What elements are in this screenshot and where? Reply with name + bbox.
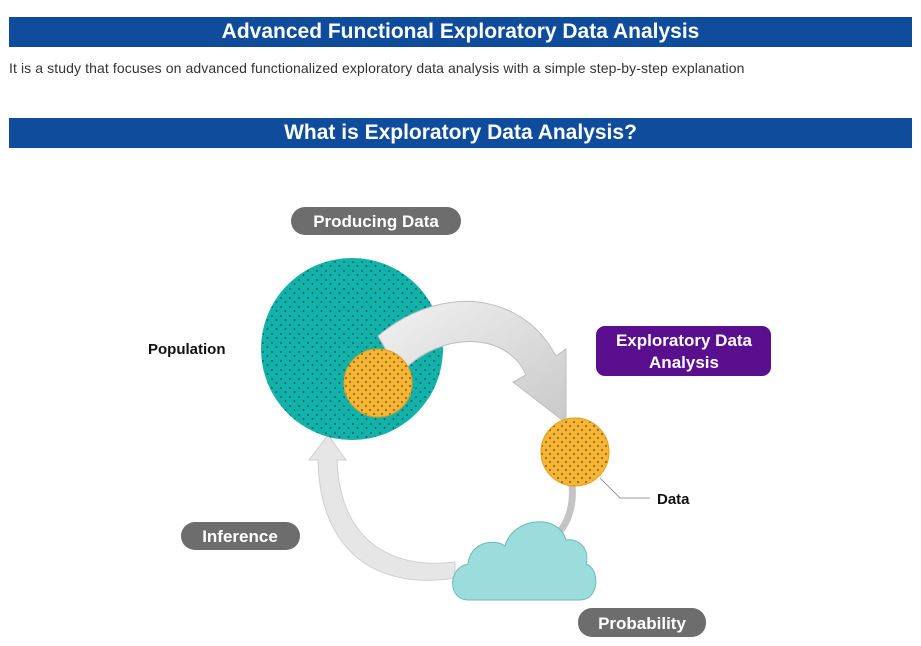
- producing-data-label: Producing Data: [313, 212, 439, 231]
- cloud-icon: [452, 521, 597, 601]
- data-circle: [540, 417, 610, 487]
- sample-circle: [343, 348, 413, 418]
- inference-pill: [181, 522, 300, 550]
- eda-cycle-diagram: Producing Data Population Exploratory Da…: [148, 207, 771, 637]
- data-leader-line: [599, 477, 650, 499]
- page-description: It is a study that focuses on advanced f…: [9, 60, 745, 76]
- page-title-banner: Advanced Functional Exploratory Data Ana…: [9, 17, 912, 47]
- page-title: Advanced Functional Exploratory Data Ana…: [221, 20, 700, 43]
- eda-label-line2: Analysis: [649, 353, 719, 372]
- section-title-banner: What is Exploratory Data Analysis?: [9, 118, 912, 148]
- probability-pill: [578, 608, 706, 637]
- eda-pill: [596, 326, 771, 376]
- producing-data-arrow: [377, 301, 567, 425]
- inference-label: Inference: [202, 527, 278, 546]
- section-title: What is Exploratory Data Analysis?: [284, 121, 637, 144]
- eda-label-line1: Exploratory Data: [616, 331, 753, 350]
- data-label: Data: [657, 491, 690, 508]
- producing-data-pill: [291, 207, 461, 235]
- probability-label: Probability: [598, 614, 686, 633]
- inference-arrow: [307, 434, 456, 581]
- population-label: Population: [148, 341, 226, 358]
